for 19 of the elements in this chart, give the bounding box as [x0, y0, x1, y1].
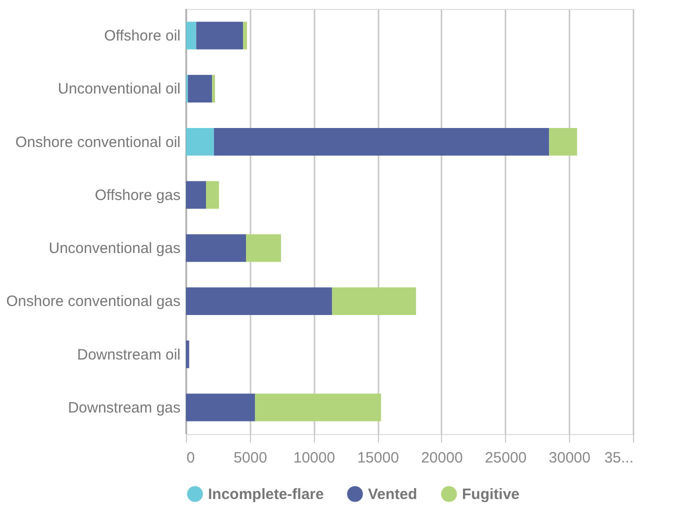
- x-tick-label: 35...: [604, 450, 634, 466]
- x-tick-label: 25000: [484, 450, 527, 466]
- x-tick-label: 5000: [234, 450, 268, 466]
- y-tick-label: Downstream oil: [77, 346, 180, 364]
- legend-label: Incomplete-flare: [208, 486, 324, 503]
- legend-label: Vented: [368, 486, 418, 503]
- y-tick-label: Onshore conventional gas: [6, 293, 180, 310]
- y-tick-label: Onshore conventional oil: [15, 134, 180, 151]
- y-tick-label: Unconventional gas: [48, 240, 180, 258]
- x-tick-label: 10000: [293, 450, 336, 466]
- y-tick-label: Downstream gas: [68, 399, 180, 416]
- y-tick-label: Offshore oil: [104, 28, 180, 45]
- x-tick-label: 0: [186, 450, 195, 466]
- x-tick-label: 15000: [357, 450, 399, 466]
- x-tick-label: 30000: [548, 450, 590, 466]
- y-tick-label: Unconventional oil: [58, 80, 180, 98]
- legend-label: Fugitive: [462, 486, 520, 503]
- y-tick-label: Offshore gas: [94, 186, 180, 204]
- x-tick-label: 20000: [421, 450, 463, 466]
